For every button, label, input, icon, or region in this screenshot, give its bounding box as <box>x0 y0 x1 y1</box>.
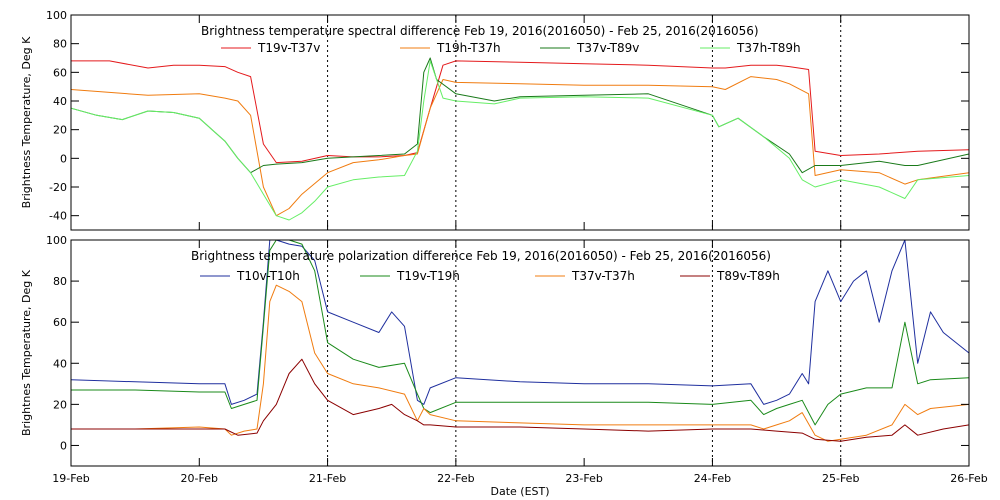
y-tick-label: 60 <box>53 316 67 329</box>
y-tick-label: 20 <box>53 124 67 137</box>
y-tick-label: 20 <box>53 398 67 411</box>
y-axis-label: Brightnes Temperature, Deg K <box>20 269 33 436</box>
y-tick-label: 40 <box>53 95 67 108</box>
legend-label: T19h-T37h <box>436 41 501 55</box>
y-tick-label: 80 <box>53 38 67 51</box>
polarization-difference-panel: 0 20 40 60 80 100 19-Feb 20-Feb 21-Feb 22-Feb 23-F… <box>20 234 988 485</box>
legend-label: T19v-T37v <box>257 41 320 55</box>
x-tick-label: 21-Feb <box>309 472 346 485</box>
series-line-t19h-t37h <box>70 76 970 217</box>
plot-frame <box>70 239 970 467</box>
x-tick-label: 22-Feb <box>437 472 474 485</box>
y-tick-label: 100 <box>46 9 67 22</box>
x-tick-label: 24-Feb <box>694 472 731 485</box>
chart-title: Brightness temperature polarization diff… <box>191 249 771 263</box>
y-axis-label: Brightness Temperature, Deg K <box>20 36 33 208</box>
y-tick-label: 60 <box>53 66 67 79</box>
legend-label: T89v-T89h <box>716 269 780 283</box>
legend-label: T10v-T10h <box>236 269 300 283</box>
series-line-t19v-t37v <box>71 60 970 164</box>
series-line-t37v-t89v <box>70 57 970 174</box>
x-tick-label: 20-Feb <box>181 472 218 485</box>
y-tick-label: 0 <box>60 439 67 452</box>
x-tick-label: 19-Feb <box>52 472 89 485</box>
spectral-difference-panel: -40 -20 0 20 40 60 80 100 Brightness Temperature… <box>20 9 970 231</box>
legend-label: T37v-T89v <box>576 41 639 55</box>
x-tick-label: 26-Feb <box>950 472 987 485</box>
legend-label: T37h-T89h <box>736 41 801 55</box>
plot-frame <box>70 14 970 231</box>
x-tick-label: 25-Feb <box>822 472 859 485</box>
legend-label: T37v-T37h <box>571 269 635 283</box>
x-tick-label: 23-Feb <box>565 472 602 485</box>
series-line-t19v-t19h <box>71 239 970 426</box>
series-line-t37h-t89h <box>70 60 970 221</box>
y-tick-label: 100 <box>46 234 67 247</box>
legend-label: T19v-T19h <box>396 269 460 283</box>
y-tick-label: 0 <box>60 152 67 165</box>
x-axis-label: Date (EST) <box>490 485 549 498</box>
series-line-t37v-t37h <box>71 284 970 442</box>
series-line-t89v-t89h <box>71 358 970 442</box>
y-tick-label: -40 <box>49 210 67 223</box>
y-tick-label: -20 <box>49 181 67 194</box>
series-line-t10v-t10h <box>70 239 970 405</box>
chart-title: Brightness temperature spectral differen… <box>201 24 759 38</box>
y-tick-label: 40 <box>53 357 67 370</box>
y-tick-label: 80 <box>53 275 67 288</box>
